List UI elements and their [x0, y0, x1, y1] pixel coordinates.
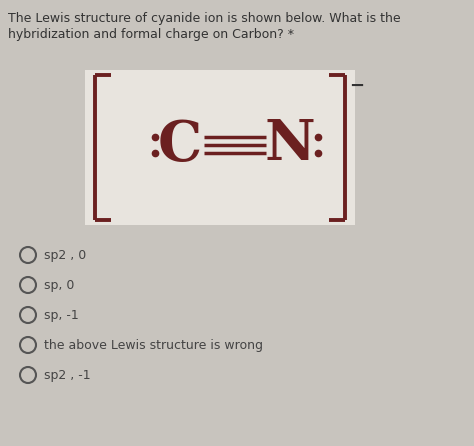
- Text: the above Lewis structure is wrong: the above Lewis structure is wrong: [44, 339, 263, 351]
- Text: N: N: [264, 117, 315, 173]
- Text: −: −: [349, 77, 364, 95]
- Bar: [85, 70, 355, 225]
- Text: C: C: [158, 117, 202, 173]
- Text: sp2 , 0: sp2 , 0: [44, 248, 86, 261]
- Text: hybridization and formal charge on Carbon? *: hybridization and formal charge on Carbo…: [8, 28, 294, 41]
- Text: sp, -1: sp, -1: [44, 309, 79, 322]
- Text: The Lewis structure of cyanide ion is shown below. What is the: The Lewis structure of cyanide ion is sh…: [8, 12, 401, 25]
- Text: sp2 , -1: sp2 , -1: [44, 368, 91, 381]
- Text: sp, 0: sp, 0: [44, 278, 74, 292]
